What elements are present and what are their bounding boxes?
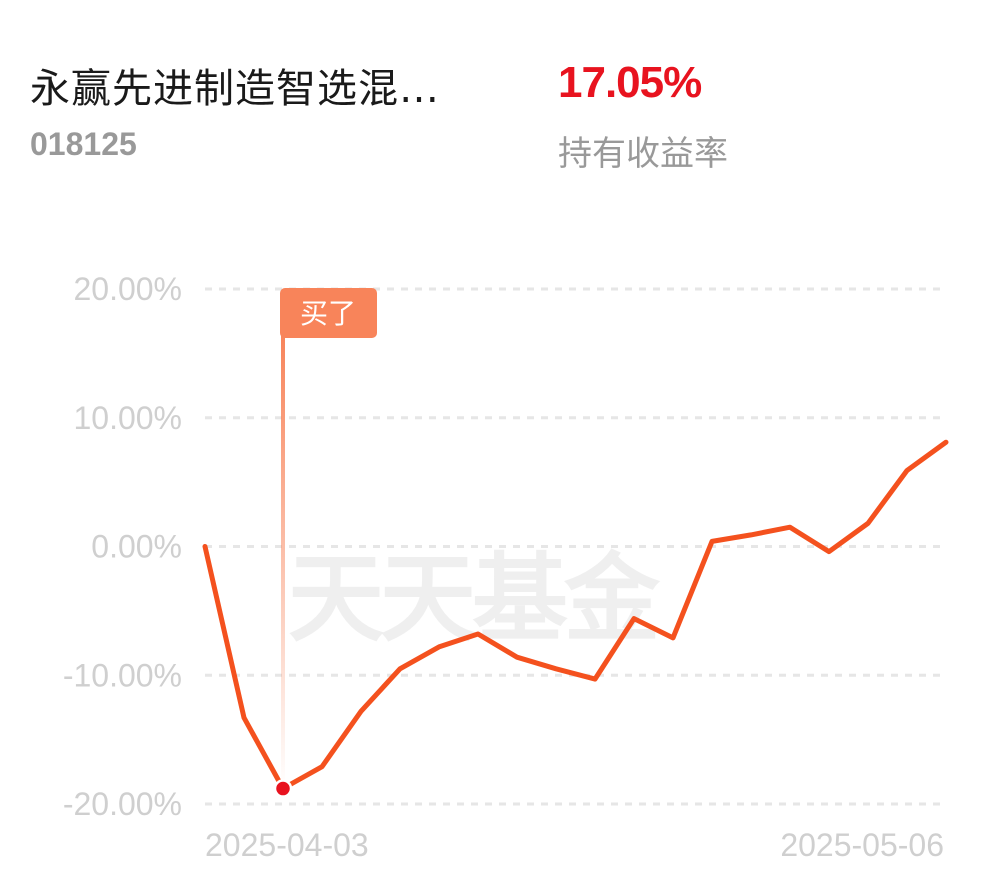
y-tick-label: 10.00% <box>73 400 182 436</box>
x-axis-ticks: 2025-04-03 2025-05-06 <box>205 827 944 863</box>
holding-return-label: 持有收益率 <box>558 134 728 174</box>
y-tick-label: 20.00% <box>73 271 182 307</box>
x-tick-label: 2025-05-06 <box>780 827 944 863</box>
x-tick-label: 2025-04-03 <box>205 827 369 863</box>
y-tick-label: -20.00% <box>63 786 182 822</box>
series-lines <box>202 439 949 798</box>
y-tick-label: -10.00% <box>63 657 182 693</box>
buy-marker-badge[interactable] <box>280 288 377 338</box>
buy-marker-line <box>281 332 285 789</box>
y-axis-ticks: 20.00% 10.00% 0.00% -10.00% -20.00% <box>63 271 182 822</box>
buy-marker-label: 买了 <box>300 297 356 330</box>
y-tick-label: 0.00% <box>91 529 182 565</box>
watermark: 天天基金 <box>288 543 661 655</box>
series-line <box>202 439 949 791</box>
buy-point[interactable] <box>273 779 293 798</box>
fund-code: 018125 <box>30 126 137 162</box>
buy-annotation: 买了 <box>280 288 377 789</box>
fund-name[interactable]: 永赢先进制造智选混… <box>30 66 440 112</box>
holding-return-value: 17.05% <box>558 58 702 107</box>
